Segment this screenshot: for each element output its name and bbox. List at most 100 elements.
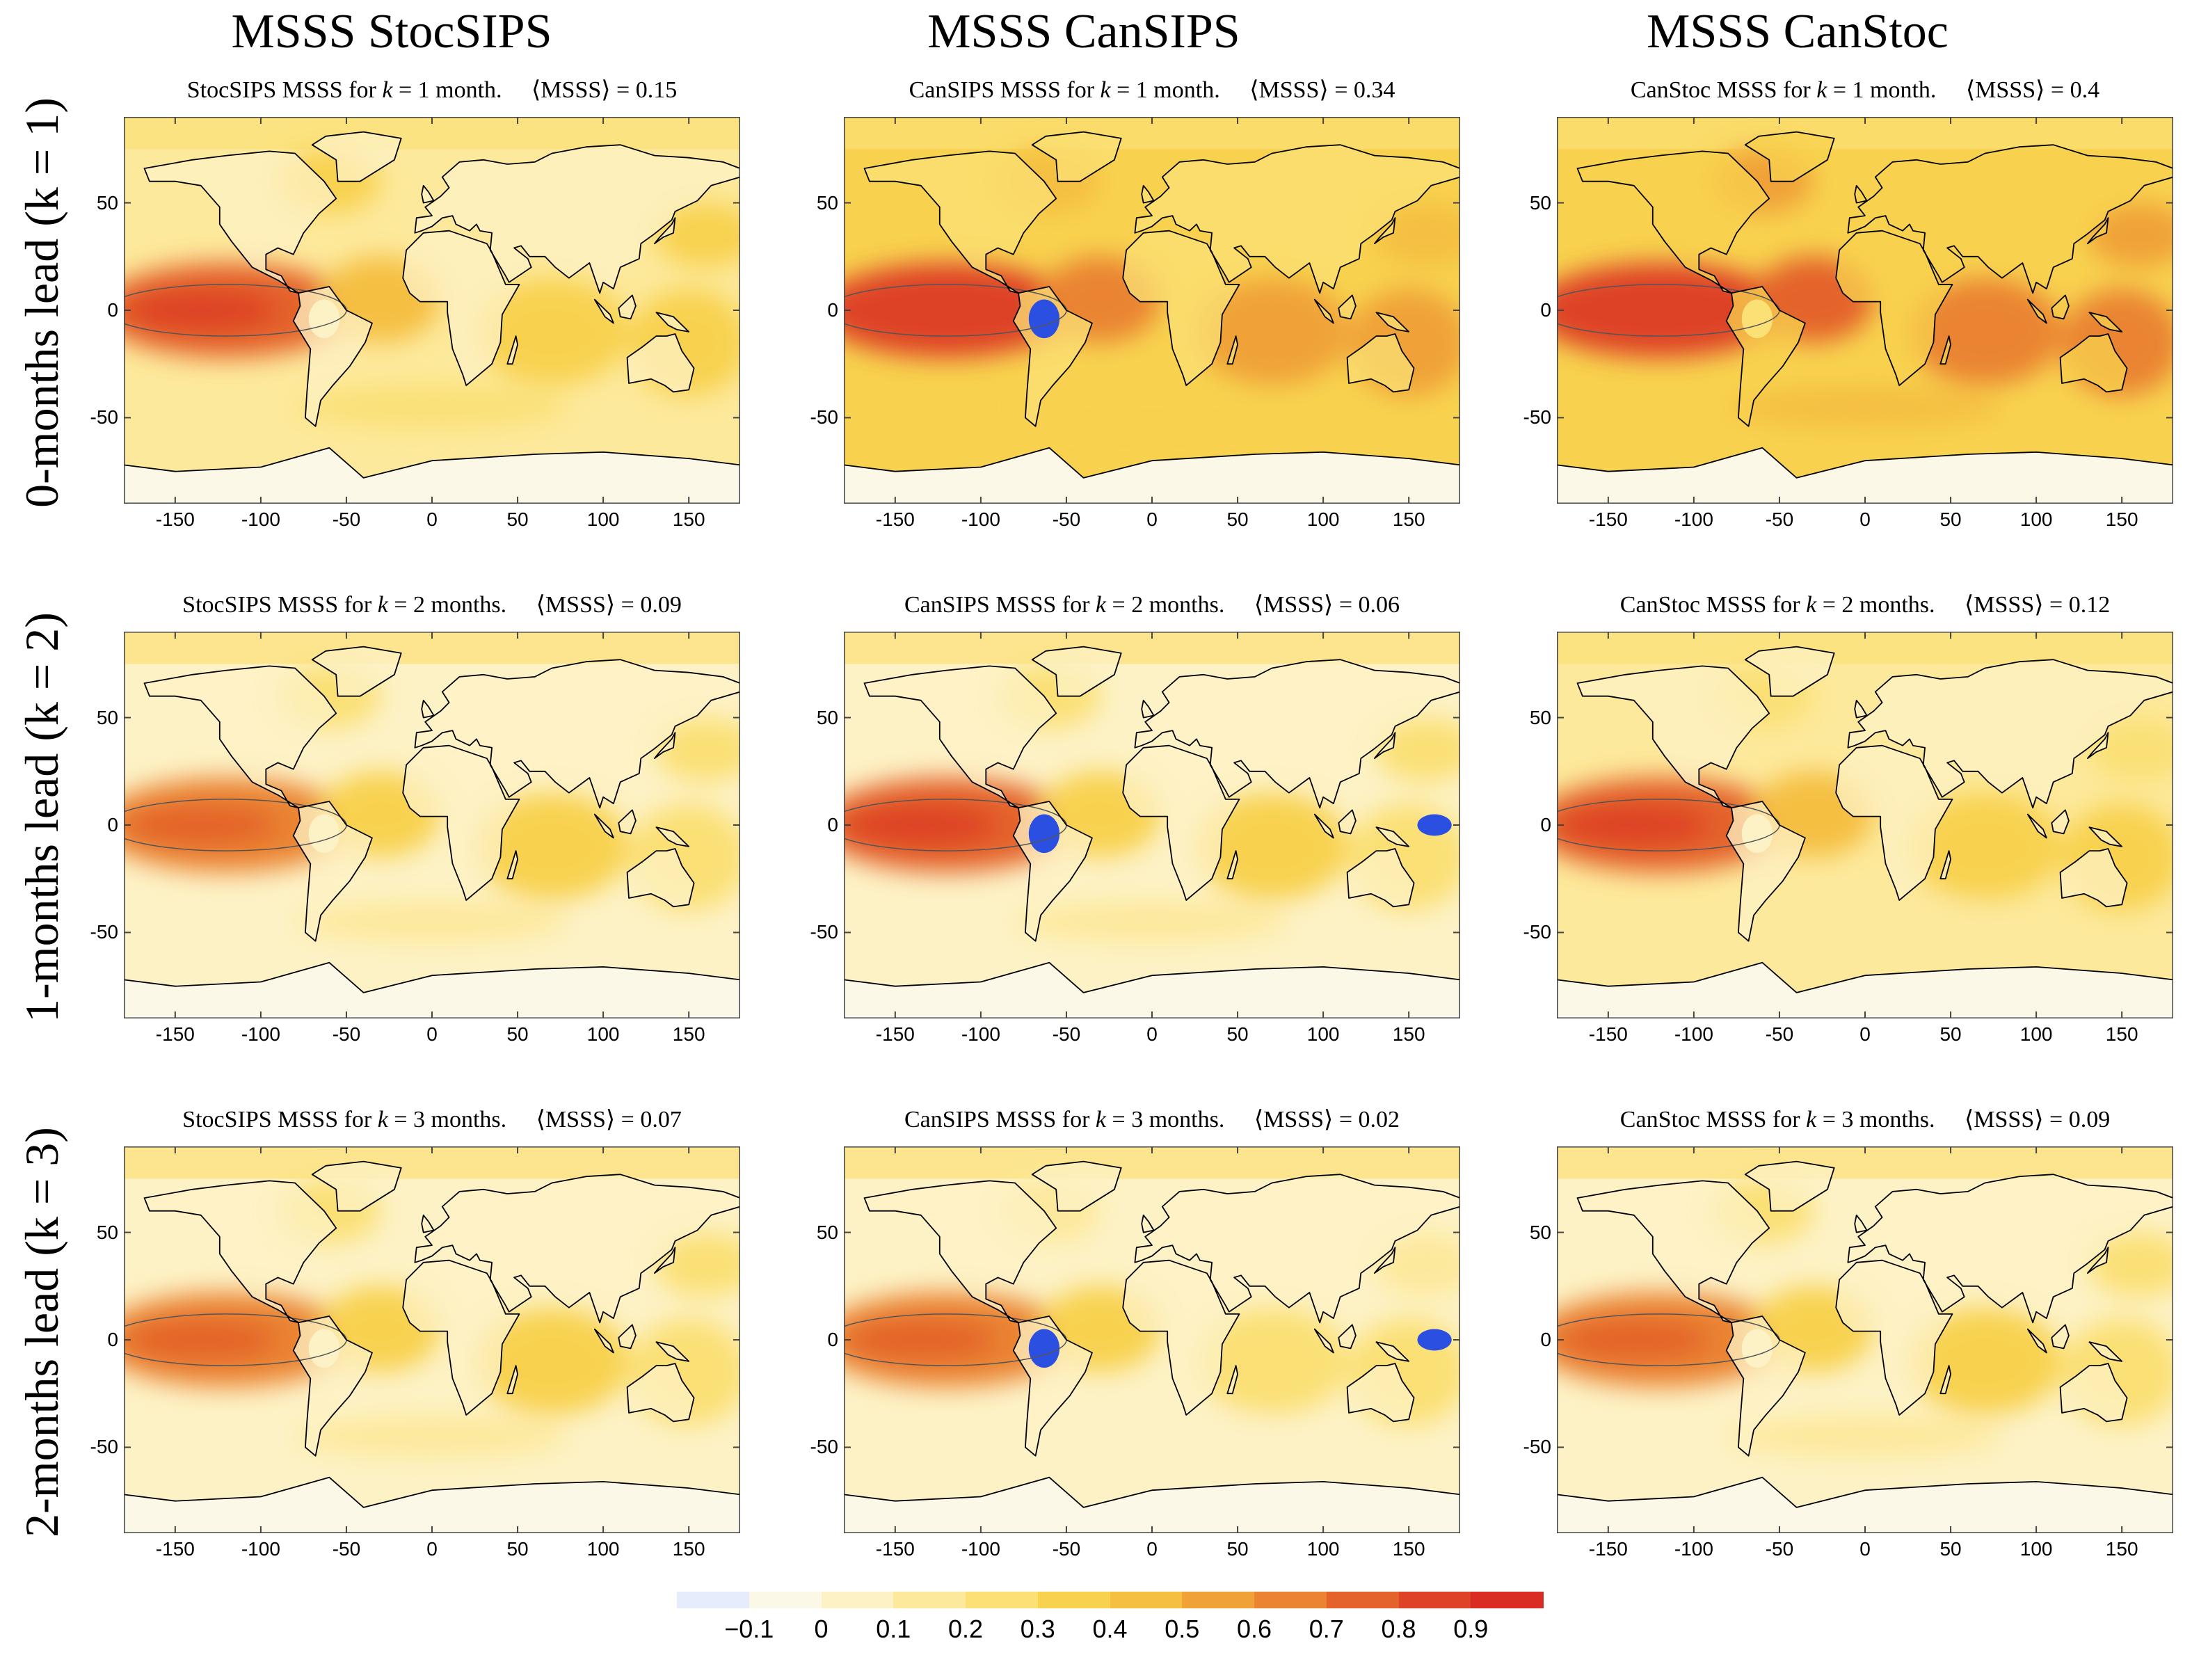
colorbar-swatch [893,1592,966,1608]
coastline-sumatra [1313,813,1334,839]
coastline-borneo [1338,294,1357,320]
skill-region [1015,1415,1289,1458]
map-svg [1557,632,2173,1018]
y-tick-label: 50 [96,191,118,214]
land-fill-africa [1123,745,1240,901]
panel-title: CanSIPS MSSS for k = 2 months. ⟨MSSS⟩ = … [844,591,1460,619]
panel-title: CanSIPS MSSS for k = 1 month. ⟨MSSS⟩ = 0… [844,77,1460,104]
skill-region [124,289,278,332]
panel-title-months: = 3 months. [1106,1107,1254,1133]
land-fill-sumatra [594,1329,614,1353]
panel-title-mean-msss: ⟨MSSS⟩ = 0.15 [531,77,678,103]
colorbar-swatch [966,1592,1039,1608]
coastline-australia [626,848,695,908]
amazon-skill-region [1028,1329,1060,1368]
map-svg [844,117,1460,504]
coastline-uk [421,1214,435,1233]
coastline-borneo [2051,809,2070,835]
land-fill-northAmerica [864,666,1057,808]
coastline-japan [2087,217,2109,245]
x-tick-label: 150 [1392,1023,1425,1045]
land-fill-uk [1855,1215,1867,1233]
x-tick-label: -100 [241,1023,280,1045]
coastline-africa [1122,1259,1240,1416]
coastline-madagascar [506,850,518,880]
x-tick-label: -100 [241,1538,280,1560]
coastline-antarctica [844,961,1460,1018]
x-tick-label: -150 [1588,509,1628,530]
skill-region [654,202,740,268]
land-fill-newGuinea [2089,312,2122,332]
panel-title-months: = 3 months. [387,1107,536,1133]
skill-region [2087,1232,2173,1297]
land-fill-northAmerica [864,151,1057,294]
x-tick-label: 100 [586,1023,620,1045]
x-tick-label: -50 [1765,509,1794,530]
land-fill-newGuinea [1376,827,1409,847]
colorbar-tick-label: 0.3 [1020,1615,1055,1643]
x-tick-label: -50 [332,1023,361,1045]
coastline-africa [1835,744,1953,902]
coastline-newGuinea [1375,1341,1410,1362]
coastline-sumatra [593,1328,614,1354]
panel-title-text: CanStoc MSSS for [1619,1107,1807,1133]
column-title-cansips: MSSS CanSIPS [927,5,1240,58]
coastline-greenland [1744,646,1835,697]
y-tick-label: 50 [1529,706,1551,728]
colorbar-tick-label: 0.9 [1453,1615,1489,1643]
colorbar-tick-label: 0 [814,1615,829,1643]
land-fill-africa [403,230,520,386]
x-tick-label: 150 [1392,1538,1425,1560]
x-tick-label: 100 [586,509,620,530]
land-fill-japan [1374,218,1395,244]
coastline-borneo [2051,294,2070,320]
coastline-madagascar [506,335,518,365]
land-fill-uk [1142,1215,1154,1233]
coastline-greenland [1031,646,1122,697]
coastline-southAmerica [1725,801,1806,942]
panel-title-k: k [1095,1107,1107,1133]
coastline-madagascar [1226,850,1238,880]
coastline-japan [654,1247,676,1274]
panel-title-k: k [1816,77,1827,103]
coastline-northAmerica [143,1180,337,1324]
land-fill-northAmerica [1577,151,1770,294]
map-svg [1557,1146,2173,1533]
coastline-antarctica [124,961,740,1018]
x-tick-label: -150 [875,509,915,530]
coastline-madagascar [1939,850,1951,880]
x-tick-label: 150 [672,509,705,530]
map-plot-area [844,117,1460,504]
panel-title: CanStoc MSSS for k = 1 month. ⟨MSSS⟩ = 0… [1557,77,2173,104]
panel-title: CanStoc MSSS for k = 3 months. ⟨MSSS⟩ = … [1557,1106,2173,1134]
colorbar-swatch [821,1592,895,1608]
land-fill-australia [2060,1363,2127,1422]
coastline-greenland [1031,1160,1122,1212]
skill-region [1374,717,1460,783]
coastline-southAmerica [292,286,373,427]
coastline-southAmerica [1012,801,1093,942]
land-fill-sumatra [1314,814,1334,838]
map-panel-canstoc-k1: CanStoc MSSS for k = 1 month. ⟨MSSS⟩ = 0… [1433,77,2173,563]
coastline-japan [2087,732,2109,760]
skill-region [844,1318,998,1361]
coastline-borneo [618,809,637,835]
x-tick-label: 0 [1146,1538,1158,1560]
coastline-australia [2059,333,2128,393]
y-tick-label: 0 [107,814,118,835]
panel-title-k: k [1806,592,1817,618]
land-fill-uk [1142,185,1154,203]
coastline-eurasia [1134,659,1460,809]
land-fill-africa [1836,1260,1953,1416]
coastline-antarctica [844,1476,1460,1533]
amazon-skill-region [308,814,340,854]
coastline-northAmerica [863,665,1057,809]
map-plot-area [1557,117,2173,504]
coastline-australia [1346,1363,1415,1423]
map-panel-stocsips-k1: StocSIPS MSSS for k = 1 month. ⟨MSSS⟩ = … [0,77,740,563]
map-panel-canstoc-k2: CanStoc MSSS for k = 2 months. ⟨MSSS⟩ = … [1433,591,2173,1078]
coastline-greenland [1744,1160,1835,1212]
coastline-madagascar [1939,1365,1951,1395]
y-tick-label: 50 [1529,191,1551,214]
coastline-australia [2059,848,2128,908]
